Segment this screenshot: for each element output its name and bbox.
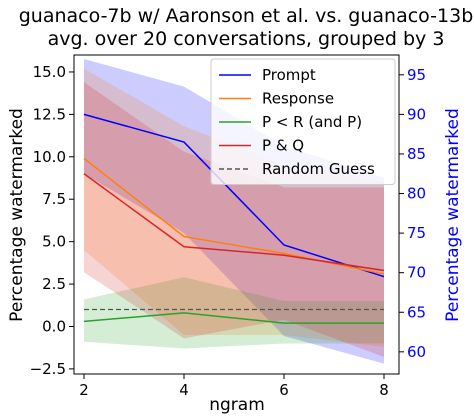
legend-label-prompt: Prompt (262, 66, 316, 84)
chart-title-line2: avg. over 20 conversations, grouped by 3 (48, 28, 445, 50)
legend-label-p-q: P & Q (262, 137, 304, 155)
line-p-q (83, 173, 385, 272)
line-response (83, 157, 385, 275)
y-tick-label: 10.0 (33, 148, 66, 166)
x-tick-label: 8 (379, 381, 389, 399)
plot-frame (73, 54, 400, 375)
y-tick-label: 2.5 (42, 275, 66, 293)
band-p-q (84, 82, 384, 358)
y-tick-label: 12.5 (33, 105, 66, 123)
right-y-axis-label: Percentage watermarked (443, 108, 463, 322)
chart-title-line1: guanaco-7b w/ Aaronson et al. vs. guanac… (19, 5, 474, 27)
x-tick-label: 6 (279, 381, 289, 399)
legend: Prompt Response P < R (and P) P & Q Random G… (210, 58, 396, 185)
y-tick-label: 15.0 (33, 63, 66, 81)
y-tick-label: −2.5 (30, 360, 66, 378)
legend-label-response: Response (262, 90, 334, 108)
band-response (84, 68, 384, 347)
right-y-axis-ticks: 60 65 70 75 80 85 90 95 (399, 66, 426, 361)
right-y-tick-label: 90 (407, 105, 426, 123)
right-y-tick-label: 60 (407, 343, 426, 361)
y-tick-label: 0.0 (42, 317, 66, 335)
line-p-r-and-p (83, 312, 384, 324)
right-y-tick-label: 85 (407, 145, 426, 163)
y-tick-label: 7.5 (42, 190, 66, 208)
band-p-r-and-p (84, 277, 384, 349)
line-prompt (83, 113, 385, 278)
legend-box (210, 58, 396, 185)
y-axis-label: Percentage watermarked (7, 108, 27, 322)
right-y-tick-label: 65 (407, 303, 426, 321)
y-axis-ticks: −2.5 0.0 2.5 5.0 7.5 10.0 12.5 15.0 (30, 63, 74, 378)
right-y-tick-label: 95 (407, 66, 426, 84)
y-tick-label: 5.0 (42, 233, 66, 251)
legend-label-p-r-and-p: P < R (and P) (262, 113, 362, 131)
right-y-tick-label: 70 (407, 264, 426, 282)
series-lines (83, 113, 385, 324)
right-y-tick-label: 75 (407, 224, 426, 242)
x-axis-ticks: 2 4 6 8 (79, 374, 389, 399)
x-axis-label: ngram (209, 395, 265, 415)
right-y-tick-label: 80 (407, 185, 426, 203)
legend-label-random-guess: Random Guess (262, 160, 375, 178)
x-tick-label: 2 (79, 381, 89, 399)
x-tick-label: 4 (179, 381, 189, 399)
